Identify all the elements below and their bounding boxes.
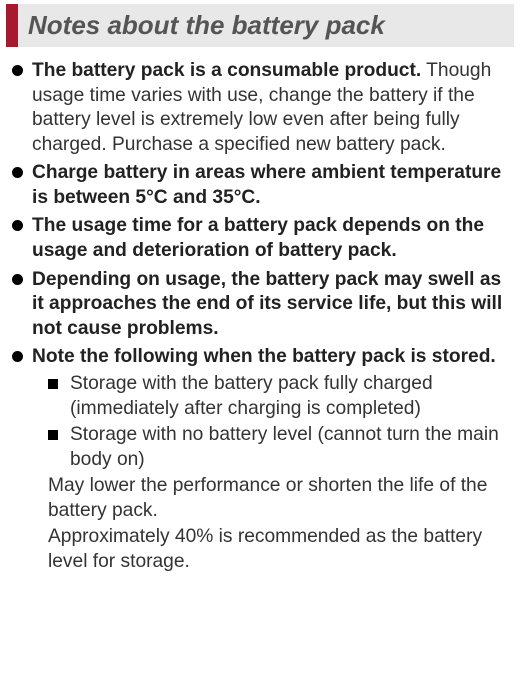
note-lead: The usage time for a battery pack depend… [32, 215, 484, 261]
header-accent-bar [6, 4, 18, 47]
follow-text: Approximately 40% is recommended as the … [32, 525, 510, 574]
note-item: The battery pack is a consumable product… [12, 59, 510, 157]
note-item: The usage time for a battery pack depend… [12, 214, 510, 263]
section-header: Notes about the battery pack [6, 4, 514, 47]
sub-item: Storage with no battery level (cannot tu… [48, 423, 510, 472]
content-area: The battery pack is a consumable product… [0, 59, 520, 575]
sub-list: Storage with the battery pack fully char… [32, 372, 510, 472]
note-item: Charge battery in areas where ambient te… [12, 161, 510, 210]
note-lead: Charge battery in areas where ambient te… [32, 162, 501, 208]
note-item: Note the following when the battery pack… [12, 345, 510, 574]
note-item: Depending on usage, the battery pack may… [12, 268, 510, 342]
note-lead: The battery pack is a consumable product… [32, 60, 421, 81]
note-lead: Depending on usage, the battery pack may… [32, 269, 502, 339]
sub-item: Storage with the battery pack fully char… [48, 372, 510, 421]
note-lead: Note the following when the battery pack… [32, 346, 496, 367]
section-title: Notes about the battery pack [18, 4, 514, 47]
follow-text: May lower the performance or shorten the… [32, 474, 510, 523]
notes-list: The battery pack is a consumable product… [12, 59, 510, 575]
